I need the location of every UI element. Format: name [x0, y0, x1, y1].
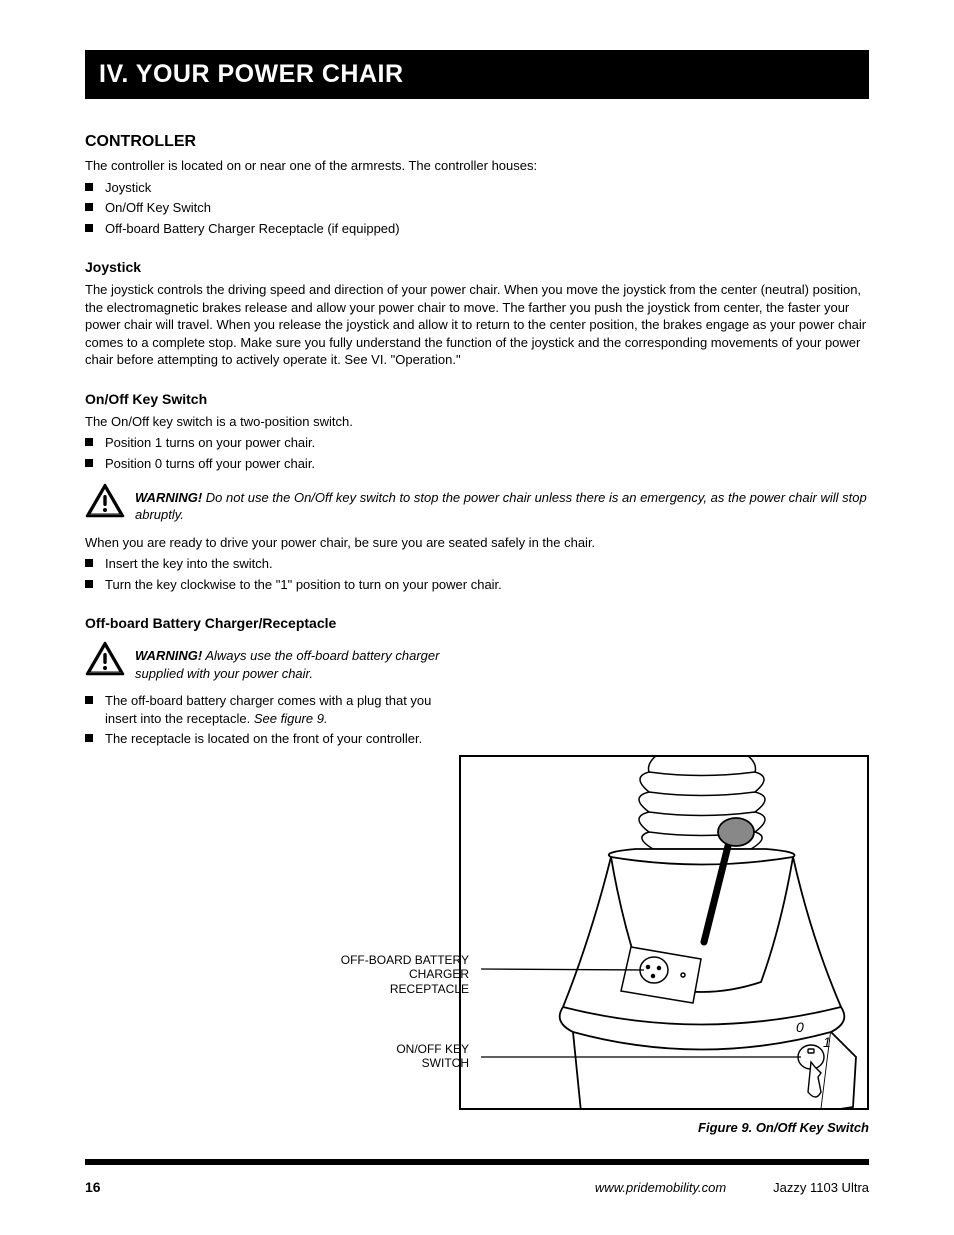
list-item: Joystick: [85, 179, 869, 197]
keyswitch-outro: When you are ready to drive your power c…: [85, 534, 869, 552]
warning-label: WARNING!: [135, 648, 202, 663]
square-bullet-icon: [85, 459, 93, 467]
square-bullet-icon: [85, 734, 93, 742]
figure-9: 0 1 OFF-BOARD BATTERYCHARGER RECEPTACLE …: [459, 755, 869, 1110]
controller-intro: The controller is located on or near one…: [85, 157, 869, 175]
figure-caption: Figure 9. On/Off Key Switch: [698, 1120, 869, 1135]
warning-block: WARNING! Always use the off-board batter…: [85, 641, 455, 682]
charger-title: Off-board Battery Charger/Receptacle: [85, 615, 869, 631]
list-text: The off-board battery charger comes with…: [105, 692, 455, 727]
controller-title: CONTROLLER: [85, 133, 869, 151]
list-text: The receptacle is located on the front o…: [105, 730, 455, 748]
joystick-title: Joystick: [85, 259, 869, 275]
keyswitch-steps: Insert the key into the switch. Turn the…: [85, 555, 869, 593]
list-item: On/Off Key Switch: [85, 199, 869, 217]
square-bullet-icon: [85, 559, 93, 567]
list-text: Turn the key clockwise to the "1" positi…: [105, 576, 869, 594]
square-bullet-icon: [85, 224, 93, 232]
list-text: Position 1 turns on your power chair.: [105, 434, 869, 452]
callout-key: ON/OFF KEYSWITCH: [329, 1042, 469, 1071]
warning-text: WARNING! Always use the off-board batter…: [135, 641, 455, 682]
square-bullet-icon: [85, 580, 93, 588]
svg-text:1: 1: [823, 1034, 831, 1050]
warning-label: WARNING!: [135, 490, 202, 505]
warning-text: WARNING! Do not use the On/Off key switc…: [135, 483, 869, 524]
warning-triangle-icon: [85, 641, 125, 677]
list-item: Position 1 turns on your power chair.: [85, 434, 869, 452]
charger-list: The off-board battery charger comes with…: [85, 692, 455, 748]
warning-body: Do not use the On/Off key switch to stop…: [135, 490, 867, 523]
square-bullet-icon: [85, 696, 93, 704]
footer-url: www.pridemobility.com: [595, 1180, 726, 1195]
list-text: Off-board Battery Charger Receptacle (if…: [105, 220, 869, 238]
keyswitch-list: Position 1 turns on your power chair. Po…: [85, 434, 869, 472]
footer-rule: [85, 1159, 869, 1165]
footer-model: Jazzy 1103 Ultra: [773, 1180, 869, 1195]
controller-list: Joystick On/Off Key Switch Off-board Bat…: [85, 179, 869, 238]
page-number: 16: [85, 1179, 101, 1195]
footer-right: www.pridemobility.com Jazzy 1103 Ultra: [595, 1180, 869, 1195]
list-item: Insert the key into the switch.: [85, 555, 869, 573]
list-item: Position 0 turns off your power chair.: [85, 455, 869, 473]
list-text: Joystick: [105, 179, 869, 197]
square-bullet-icon: [85, 438, 93, 446]
list-text-italic: See figure 9.: [254, 711, 328, 726]
list-text: Insert the key into the switch.: [105, 555, 869, 573]
square-bullet-icon: [85, 203, 93, 211]
joystick-text: The joystick controls the driving speed …: [85, 281, 869, 369]
callout-charger: OFF-BOARD BATTERYCHARGER RECEPTACLE: [329, 953, 469, 996]
keyswitch-intro: The On/Off key switch is a two-position …: [85, 413, 869, 431]
square-bullet-icon: [85, 183, 93, 191]
list-item: Turn the key clockwise to the "1" positi…: [85, 576, 869, 594]
list-text: On/Off Key Switch: [105, 199, 869, 217]
keyswitch-title: On/Off Key Switch: [85, 391, 869, 407]
list-item: Off-board Battery Charger Receptacle (if…: [85, 220, 869, 238]
list-text: Position 0 turns off your power chair.: [105, 455, 869, 473]
warning-block: WARNING! Do not use the On/Off key switc…: [85, 483, 869, 524]
list-item: The receptacle is located on the front o…: [85, 730, 455, 748]
section-banner: IV. YOUR POWER CHAIR: [85, 50, 869, 99]
svg-text:0: 0: [796, 1019, 804, 1035]
warning-triangle-icon: [85, 483, 125, 519]
controller-illustration: 0 1: [461, 757, 867, 1108]
list-item: The off-board battery charger comes with…: [85, 692, 455, 727]
